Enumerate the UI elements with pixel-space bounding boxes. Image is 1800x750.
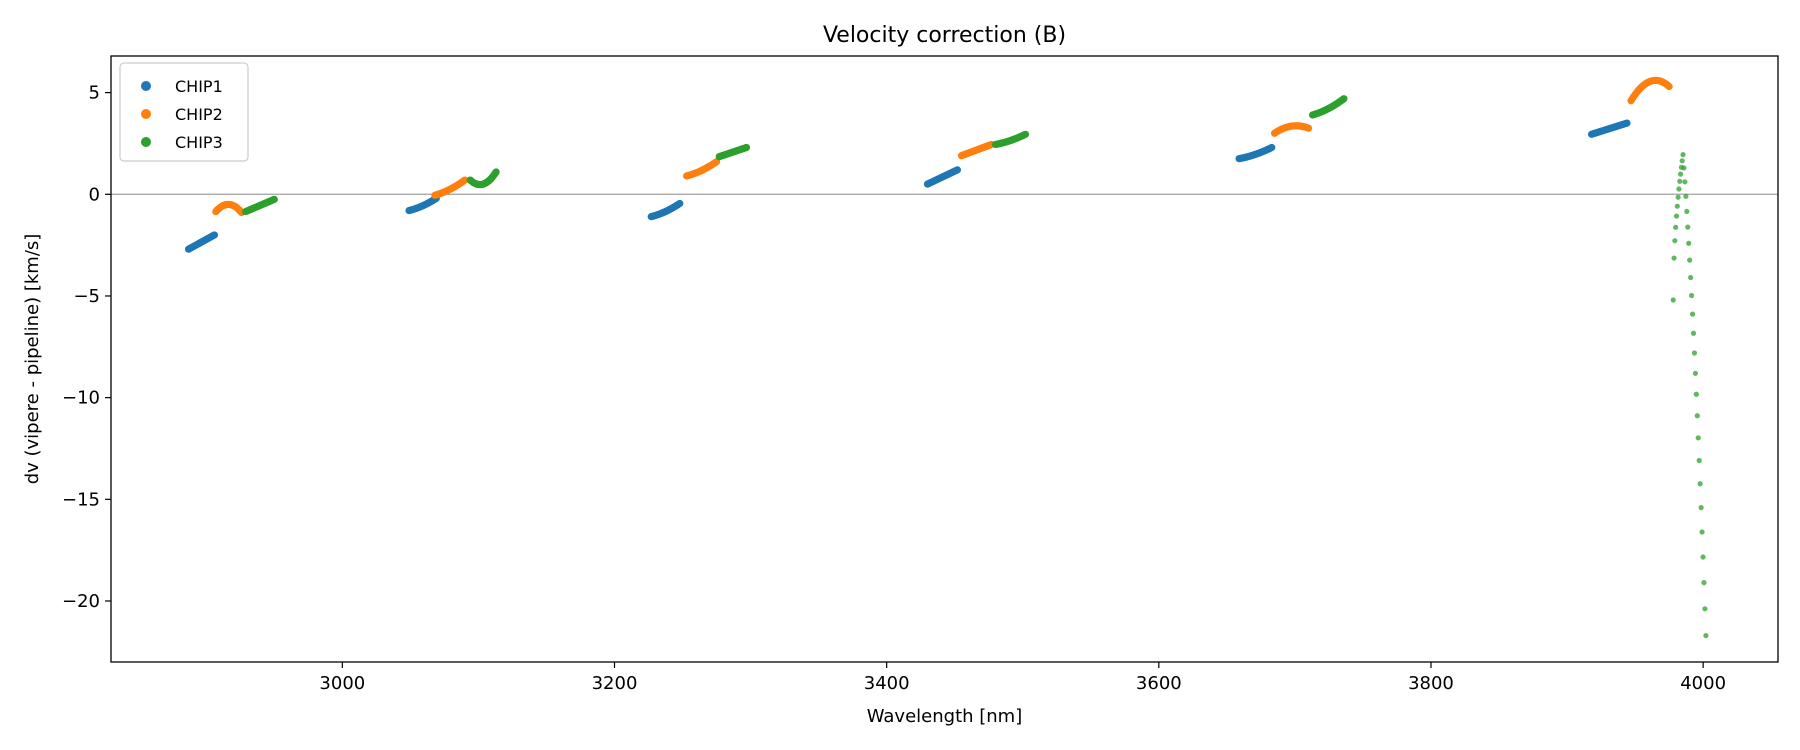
legend: CHIP1 CHIP2 CHIP3	[119, 62, 249, 162]
data-point	[1681, 165, 1687, 171]
legend-marker-chip3	[141, 137, 151, 147]
data-point	[1676, 186, 1682, 192]
data-point	[1687, 257, 1693, 263]
data-point	[1697, 481, 1703, 487]
data-point	[1677, 171, 1684, 177]
series-chip3	[242, 95, 1709, 639]
data-point	[1703, 632, 1709, 639]
data-point	[1688, 274, 1694, 281]
data-point	[1673, 224, 1679, 230]
data-point	[1672, 238, 1678, 244]
data-point	[953, 166, 962, 174]
data-point	[1690, 330, 1697, 336]
legend-marker-chip1	[141, 81, 151, 91]
data-point	[1675, 194, 1681, 200]
chart-title: Velocity correction (B)	[823, 23, 1066, 48]
data-point	[1692, 370, 1698, 376]
data-point	[492, 168, 500, 176]
x-axis: 3000 3200 3400 3600 3800 4000	[319, 662, 1726, 694]
x-tick-label: 4000	[1680, 673, 1726, 694]
data-point	[1702, 606, 1708, 612]
data-point	[1694, 413, 1700, 419]
data-point	[1677, 178, 1683, 184]
data-point	[1683, 193, 1689, 199]
data-point	[1693, 391, 1699, 397]
data-point	[1670, 297, 1676, 303]
data-point	[1701, 580, 1707, 586]
x-tick-label: 3000	[319, 673, 365, 694]
data-point	[1340, 95, 1348, 103]
data-point	[1682, 179, 1688, 185]
y-tick-label: −5	[73, 286, 100, 307]
data-point	[1686, 240, 1692, 246]
data-point	[1674, 203, 1680, 209]
y-tick-label: −15	[62, 489, 100, 510]
data-point	[1665, 82, 1673, 91]
data-point	[1021, 130, 1030, 138]
plot-area	[111, 76, 1778, 639]
plot-frame	[110, 55, 1779, 663]
data-point	[1695, 435, 1701, 441]
data-point	[1268, 143, 1276, 152]
data-point	[1623, 119, 1631, 127]
series-chip1	[184, 119, 1631, 253]
x-tick-label: 3400	[864, 673, 910, 694]
y-tick-label: 5	[89, 83, 100, 104]
data-point	[210, 231, 219, 239]
x-tick-label: 3200	[592, 673, 638, 694]
y-axis: 5 0 −5 −10 −15 −20	[62, 83, 111, 612]
data-point	[676, 199, 684, 208]
y-axis-label: dv (vipere - pipeline) [km/s]	[22, 234, 43, 485]
legend-box	[119, 62, 249, 162]
legend-marker-chip2	[141, 109, 151, 119]
data-point	[1673, 213, 1680, 219]
data-point	[742, 143, 751, 152]
data-point	[1691, 350, 1698, 356]
data-point	[270, 195, 278, 203]
x-tick-label: 3800	[1408, 673, 1454, 694]
data-point	[1680, 152, 1686, 158]
legend-label-chip2: CHIP2	[175, 105, 223, 124]
legend-label-chip3: CHIP3	[175, 133, 223, 152]
data-point	[1689, 311, 1696, 317]
y-tick-label: −20	[62, 591, 100, 612]
y-tick-label: 0	[89, 184, 100, 205]
x-axis-label: Wavelength [nm]	[867, 706, 1023, 727]
data-point	[461, 176, 469, 184]
data-point	[1304, 124, 1313, 132]
data-point	[1696, 457, 1702, 464]
data-point	[1684, 208, 1690, 215]
legend-label-chip1: CHIP1	[175, 77, 223, 96]
data-point	[1698, 505, 1704, 511]
data-point	[1700, 554, 1706, 560]
data-point	[1688, 292, 1695, 299]
data-point	[1671, 255, 1677, 261]
data-point	[1685, 224, 1691, 230]
y-tick-label: −10	[62, 388, 100, 409]
series-chip2	[212, 76, 1673, 217]
data-point	[1699, 529, 1705, 535]
data-point	[1679, 158, 1685, 164]
x-tick-label: 3600	[1136, 673, 1182, 694]
